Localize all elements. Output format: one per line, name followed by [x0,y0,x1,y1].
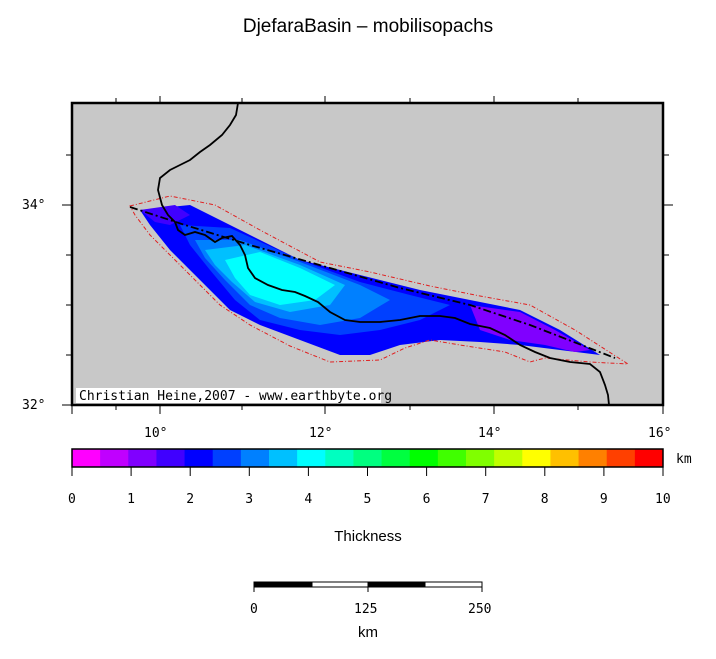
colorbar-swatch [128,449,157,467]
colorbar-ticks: 0 1 2 3 4 5 6 7 8 9 10 [68,467,671,507]
map-background [72,103,663,405]
colorbar-swatch [550,449,580,467]
colorbar-swatch [634,449,664,467]
lon-label-10: 10° [144,426,167,441]
colorbar-tick-label: 8 [541,492,549,507]
colorbar-swatch [381,449,411,467]
colorbar-swatch [606,449,636,467]
colorbar-swatch [212,449,242,467]
colorbar-swatch [100,449,129,467]
scale-label-250: 250 [468,602,491,617]
scale-bar [253,581,483,592]
colorbar-swatch [437,449,467,467]
colorbar-swatch [325,449,354,467]
scale-label-0: 0 [250,602,258,617]
lon-label-14: 14° [478,426,501,441]
colorbar-tick-label: 7 [482,492,490,507]
colorbar-tick-label: 5 [364,492,372,507]
colorbar-tick-label: 1 [127,492,135,507]
colorbar-swatch [522,449,551,467]
colorbar-swatch [297,449,326,467]
coastline [157,102,610,406]
colorbar-swatch [353,449,383,467]
lat-label-32: 32° [22,398,45,413]
colorbar-swatch [72,449,101,467]
credit-background [76,388,381,403]
colorbar [72,449,664,467]
lon-label-16: 16° [648,426,671,441]
map-title: DjefaraBasin – mobilisopachs [242,16,494,37]
trace-line [129,206,616,359]
map-ticks [62,96,673,414]
colorbar-tick-label: 0 [68,492,76,507]
colorbar-swatch [269,449,298,467]
lat-label-34: 34° [22,198,45,213]
colorbar-tick-label: 2 [186,492,194,507]
colorbar-swatch [578,449,608,467]
colorbar-tick-label: 6 [423,492,431,507]
colorbar-unit: km [676,452,692,467]
colorbar-swatch [240,449,270,467]
colorbar-swatch [409,449,439,467]
colorbar-tick-label: 4 [304,492,312,507]
colorbar-swatch [466,449,495,467]
colorbar-swatch [494,449,523,467]
scale-unit: km [358,624,378,641]
colorbar-swatch [156,449,186,467]
credit-text: Christian Heine,2007 - www.earthbyte.org [79,389,392,404]
colorbar-tick-label: 10 [655,492,671,507]
colorbar-swatch [184,449,214,467]
scale-label-125: 125 [354,602,377,617]
colorbar-title: Thickness [334,528,402,545]
lon-label-12: 12° [309,426,332,441]
colorbar-tick-label: 9 [600,492,608,507]
colorbar-tick-label: 3 [245,492,253,507]
map-frame [70,101,665,407]
isopach-fill [140,205,600,355]
